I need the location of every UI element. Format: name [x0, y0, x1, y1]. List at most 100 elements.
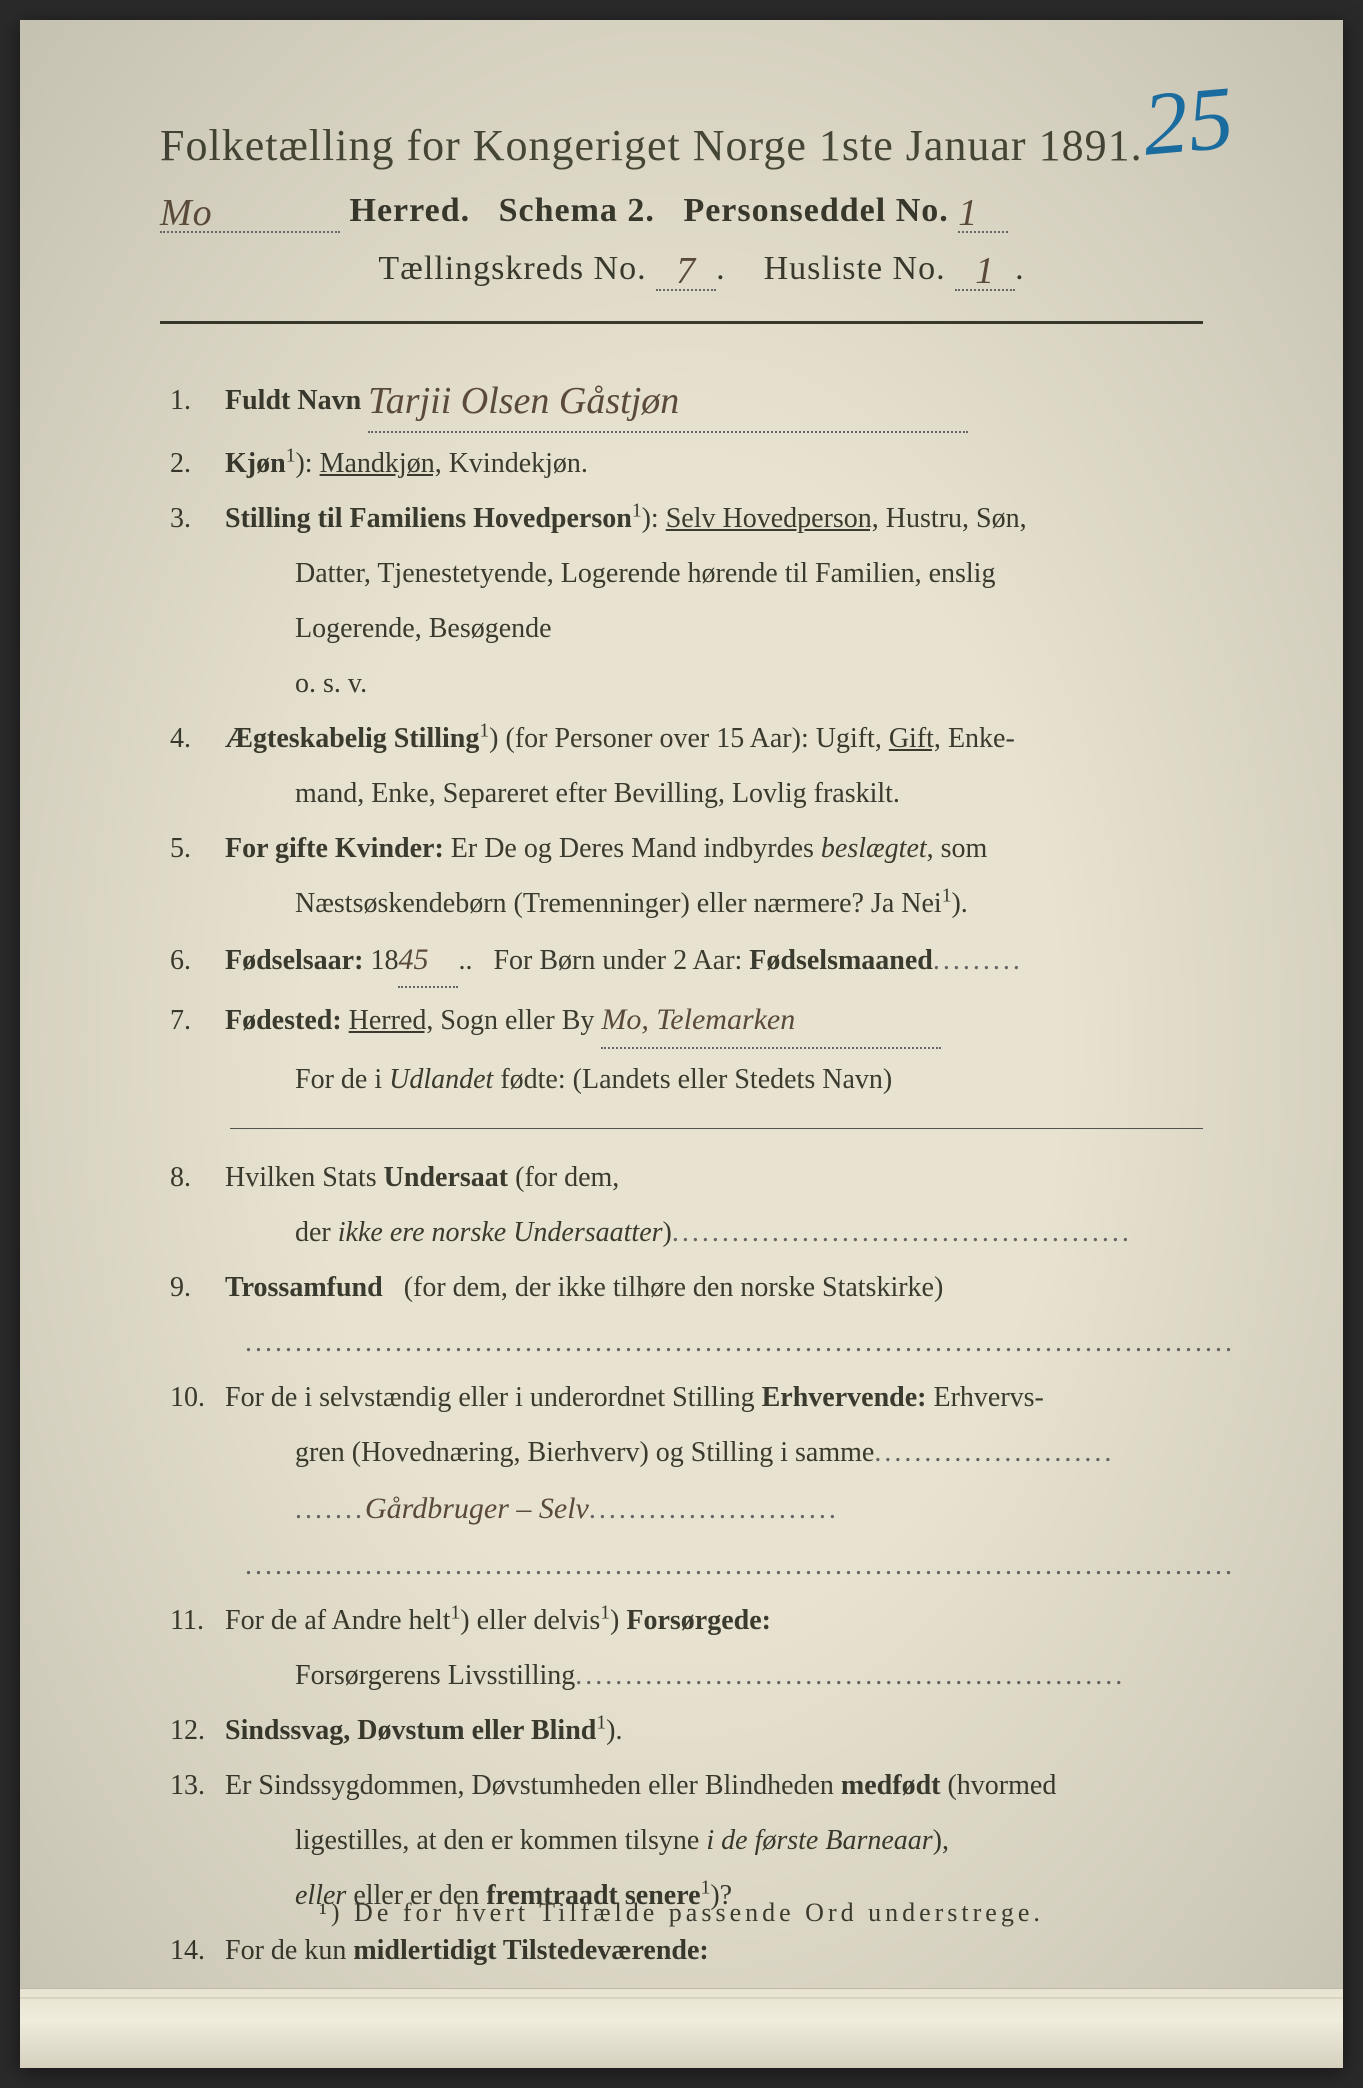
- field-6-label: Fødselsaar:: [225, 945, 363, 976]
- field-4-cont: mand, Enke, Separeret efter Bevilling, L…: [170, 769, 1203, 818]
- field-6-maaned: Fødselsmaaned: [749, 945, 933, 976]
- schema-label: Schema 2.: [499, 192, 655, 229]
- field-8-italic: ikke ere norske Undersaatter: [338, 1217, 663, 1248]
- field-13: 13. Er Sindssygdommen, Døvstumheden elle…: [170, 1761, 1203, 1810]
- field-1-label: Fuldt Navn: [225, 385, 361, 416]
- field-4-label: Ægteskabelig Stilling: [225, 723, 479, 754]
- field-10-bold: Erhvervende:: [762, 1382, 927, 1413]
- field-6: 6. Fødselsaar: 1845.. For Børn under 2 A…: [170, 934, 1203, 989]
- field-3-cont-1: Datter, Tjenestetyende, Logerende hørend…: [170, 549, 1203, 598]
- field-3-sup: 1: [632, 500, 642, 521]
- field-10-line2: gren (Hovednæring, Bierhverv) og Stillin…: [295, 1437, 874, 1468]
- field-8: 8. Hvilken Stats Undersaat (for dem,: [170, 1153, 1203, 1202]
- field-3-cont-2: Logerende, Besøgende: [170, 604, 1203, 653]
- field-num-8: 8.: [170, 1153, 225, 1202]
- field-8-cont: der ikke ere norske Undersaatter).......…: [170, 1208, 1203, 1257]
- field-11-bold: Forsørgede:: [626, 1605, 771, 1636]
- field-6-rest: For Børn under 2 Aar:: [493, 945, 742, 976]
- page-number-handwritten: 25: [1139, 66, 1238, 176]
- field-11-mid: eller delvis: [477, 1605, 601, 1636]
- field-12-sup: 1: [596, 1713, 606, 1734]
- field-12-text: Sindssvag, Døvstum eller Blind: [225, 1715, 596, 1746]
- field-num-9: 9.: [170, 1263, 225, 1312]
- field-num-7: 7.: [170, 996, 225, 1045]
- field-14-bold: midlertidigt Tilstedeværende:: [353, 1935, 708, 1966]
- field-3-cont-3: o. s. v.: [170, 659, 1203, 708]
- field-8-bold: Undersaat: [384, 1162, 508, 1193]
- field-13-cont-1: ligestilles, at den er kommen tilsyne i …: [170, 1816, 1203, 1865]
- field-7-underlined: Herred,: [349, 1005, 434, 1036]
- field-2-sup: 1: [286, 445, 296, 466]
- section-divider-1: [230, 1128, 1203, 1129]
- footnote: ¹) De for hvert Tilfælde passende Ord un…: [20, 1898, 1343, 1928]
- field-10-value: Gårdbruger – Selv: [365, 1492, 589, 1525]
- field-14: 14. For de kun midlertidigt Tilstedevære…: [170, 1926, 1203, 1975]
- husliste-label: Husliste No.: [764, 250, 946, 287]
- field-3: 3. Stilling til Familiens Hovedperson1):…: [170, 494, 1203, 543]
- herred-value: Mo: [160, 192, 213, 234]
- field-4-underlined: Gift,: [889, 723, 941, 754]
- header-line-3: Tællingskreds No. 7. Husliste No. 1.: [160, 245, 1203, 291]
- field-5-sup: 1: [942, 885, 952, 906]
- field-5-cont: Næstsøskendebørn (Tremenninger) eller næ…: [170, 879, 1203, 928]
- taellingskreds-label: Tællingskreds No.: [378, 250, 646, 287]
- field-13-bold: medfødt: [841, 1770, 941, 1801]
- field-7-label: Fødested:: [225, 1005, 342, 1036]
- field-num-4: 4.: [170, 714, 225, 763]
- field-9: 9. Trossamfund (for dem, der ikke tilhør…: [170, 1263, 1203, 1312]
- field-11-line1: For de af Andre helt: [225, 1605, 451, 1636]
- torn-edge: [20, 1988, 1343, 2068]
- field-num-6: 6.: [170, 936, 225, 985]
- field-9-dots: ........................................…: [170, 1318, 1203, 1367]
- header-divider: [160, 321, 1203, 324]
- field-10: 10. For de i selvstændig eller i underor…: [170, 1373, 1203, 1422]
- field-10-cont-2: .......Gårdbruger – Selv................…: [170, 1483, 1203, 1536]
- field-13-italic: i de første Barneaar: [706, 1825, 932, 1856]
- field-num-13: 13.: [170, 1761, 225, 1810]
- field-11-sup1: 1: [451, 1603, 461, 1624]
- field-7-cont: For de i Udlandet fødte: (Landets eller …: [170, 1055, 1203, 1104]
- field-num-2: 2.: [170, 439, 225, 488]
- field-5: 5. For gifte Kvinder: Er De og Deres Man…: [170, 824, 1203, 873]
- field-10-dots: ........................................…: [170, 1541, 1203, 1590]
- field-12: 12. Sindssvag, Døvstum eller Blind1).: [170, 1706, 1203, 1755]
- field-num-12: 12.: [170, 1706, 225, 1755]
- field-11-cont: Forsørgerens Livsstilling...............…: [170, 1651, 1203, 1700]
- field-5-label: For gifte Kvinder:: [225, 833, 444, 864]
- field-num-3: 3.: [170, 494, 225, 543]
- field-6-year-prefix: 18: [370, 945, 398, 976]
- field-13-sup: 1: [701, 1878, 711, 1899]
- personseddel-value: 1: [958, 192, 978, 234]
- field-9-text: (for dem, der ikke tilhøre den norske St…: [404, 1272, 944, 1303]
- field-2: 2. Kjøn1): Mandkjøn, Kvindekjøn.: [170, 439, 1203, 488]
- field-6-year-value: 45: [398, 943, 428, 976]
- field-4: 4. Ægteskabelig Stilling1) (for Personer…: [170, 714, 1203, 763]
- husliste-value: 1: [975, 250, 995, 292]
- field-10-cont-1: gren (Hovednæring, Bierhverv) og Stillin…: [170, 1428, 1203, 1477]
- field-3-underlined: Selv Hovedperson,: [666, 503, 879, 534]
- field-list: 1. Fuldt Navn Tarjii Olsen Gåstjøn 2. Kj…: [160, 364, 1203, 2068]
- personseddel-label: Personseddel No.: [683, 192, 948, 229]
- field-3-label: Stilling til Familiens Hovedperson: [225, 503, 632, 534]
- field-num-11: 11.: [170, 1596, 225, 1645]
- field-9-label: Trossamfund: [225, 1272, 383, 1303]
- field-7: 7. Fødested: Herred, Sogn eller By Mo, T…: [170, 994, 1203, 1049]
- field-2-underlined: Mandkjøn,: [320, 448, 442, 479]
- field-5-italic: beslægtet: [821, 833, 927, 864]
- field-4-sup: 1: [479, 720, 489, 741]
- field-1-value: Tarjii Olsen Gåstjøn: [368, 380, 679, 422]
- field-num-5: 5.: [170, 824, 225, 873]
- field-num-1: 1.: [170, 376, 225, 425]
- header-title: Folketælling for Kongeriget Norge 1ste J…: [160, 120, 1203, 171]
- taellingskreds-value: 7: [676, 250, 696, 292]
- document-page: 25 Folketælling for Kongeriget Norge 1st…: [20, 20, 1343, 2068]
- field-7-italic: Udlandet: [389, 1064, 493, 1095]
- field-2-label: Kjøn: [225, 448, 286, 479]
- field-num-10: 10.: [170, 1373, 225, 1422]
- field-1: 1. Fuldt Navn Tarjii Olsen Gåstjøn: [170, 364, 1203, 433]
- field-5-line2: Næstsøskendebørn (Tremenninger) eller næ…: [295, 888, 942, 919]
- field-7-value: Mo, Telemarken: [601, 1003, 795, 1036]
- field-11-line2: Forsørgerens Livsstilling: [295, 1660, 575, 1691]
- field-11-sup2: 1: [600, 1603, 610, 1624]
- field-11: 11. For de af Andre helt1) eller delvis1…: [170, 1596, 1203, 1645]
